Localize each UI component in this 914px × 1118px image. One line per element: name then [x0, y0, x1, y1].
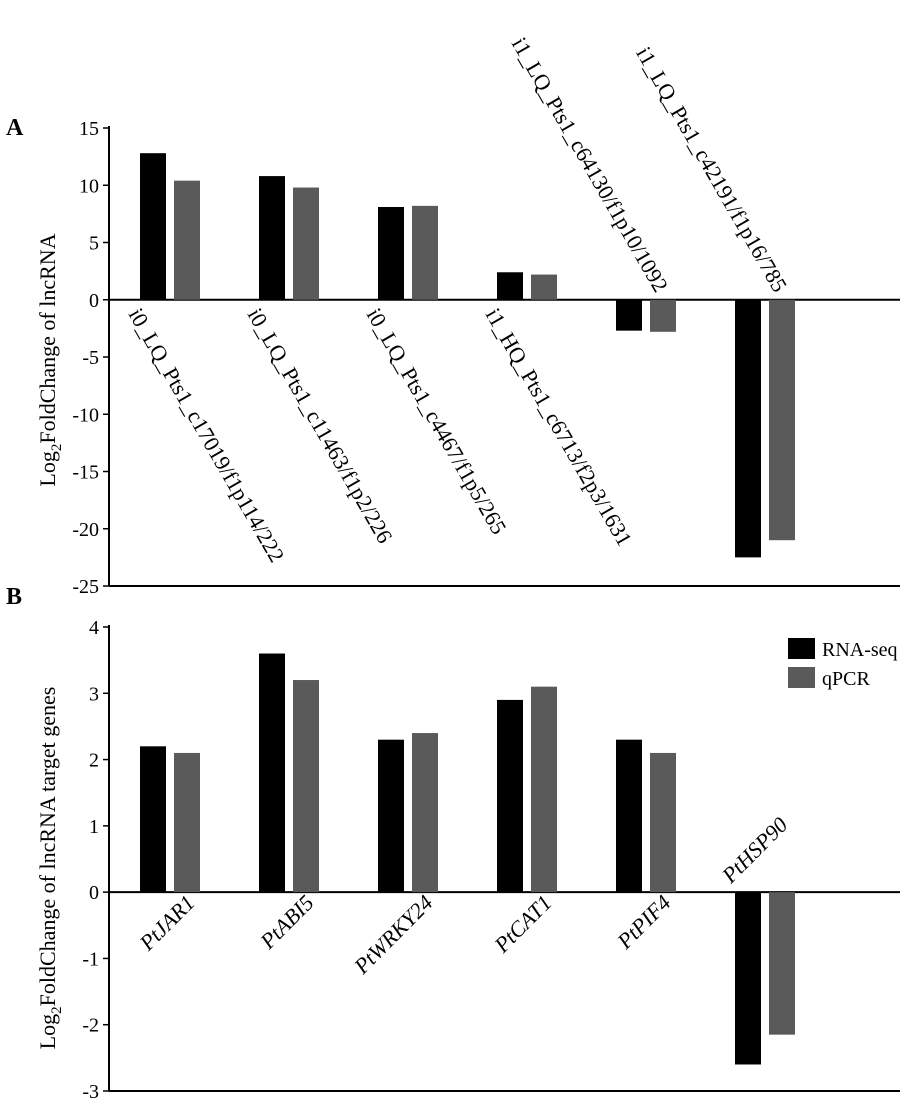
legend-label-qpcr: qPCR — [822, 668, 870, 690]
bar-rnaseq-b — [497, 699, 523, 893]
plot-area-b: 4 3 2 1 0 -1 -2 -3 PtJAR1 PtABI5 PtWRKY24 PtCAT1 PtP… — [82, 617, 900, 1103]
bar-rnaseq-a — [378, 207, 404, 300]
legend: RNA-seq qPCR — [788, 638, 898, 690]
y-tick-label-b: 2 — [89, 750, 99, 772]
category-label-b: PtWRKY24 — [348, 890, 437, 979]
bar-qpcr-a — [650, 299, 676, 332]
legend-swatch-rnaseq — [788, 638, 815, 659]
y-tick-label-b: -2 — [82, 1015, 99, 1037]
y-tick-label-a: 15 — [79, 118, 99, 140]
category-label-b: PtJAR1 — [134, 890, 200, 956]
y-tick-label-a: -20 — [72, 519, 99, 541]
bar-qpcr-b — [531, 686, 557, 893]
y-tick-label-a: -5 — [82, 347, 99, 369]
bar-rnaseq-a — [735, 299, 761, 558]
y-tick-label-b: 1 — [89, 816, 99, 838]
legend-label-rnaseq: RNA-seq — [822, 639, 898, 661]
category-label-a: i0_LQ_Pts1_c4467/f1p5/265 — [362, 304, 512, 539]
y-tick-label-a: -10 — [72, 404, 99, 426]
bar-qpcr-a — [531, 274, 557, 300]
panel-letter-b: B — [6, 584, 22, 610]
panel-letter-a: A — [6, 115, 24, 141]
bar-rnaseq-a — [140, 153, 166, 300]
y-tick-label-a: -15 — [72, 462, 99, 484]
bar-qpcr-b — [293, 680, 319, 893]
category-label-b: PtABI5 — [254, 890, 318, 954]
bar-qpcr-a — [174, 180, 200, 300]
bar-rnaseq-a — [616, 299, 642, 331]
bar-qpcr-b — [769, 892, 795, 1035]
y-axis-label-a-rest: FoldChange of lncRNA — [35, 233, 60, 443]
y-tick-label-a: 0 — [89, 290, 99, 312]
bar-qpcr-b — [412, 733, 438, 893]
category-label-b: PtCAT1 — [489, 890, 557, 958]
bar-rnaseq-b — [735, 892, 761, 1065]
chart-panel-b: B Log2FoldChange of lncRNA target genes … — [6, 584, 900, 1103]
bar-qpcr-a — [412, 205, 438, 300]
bar-rnaseq-b — [616, 739, 642, 893]
y-tick-label-a: -25 — [72, 576, 99, 598]
y-tick-label-b: -1 — [82, 948, 99, 970]
y-axis-label-a-sub: 2 — [49, 444, 65, 452]
y-tick-label-b: 4 — [89, 617, 99, 639]
bar-rnaseq-a — [259, 176, 285, 300]
bar-qpcr-a — [293, 187, 319, 300]
y-tick-label-b: 0 — [89, 882, 99, 904]
plot-area-a: 151050-5-10-15-20-25i0_LQ_Pts1_c17019/f1… — [72, 33, 900, 598]
y-axis-label-b-rest: FoldChange of lncRNA target genes — [35, 687, 60, 1007]
y-axis-label-a-main: Log — [35, 451, 60, 486]
bar-qpcr-b — [650, 752, 676, 893]
y-tick-label-b: -3 — [82, 1081, 99, 1103]
y-axis-label-b-main: Log — [35, 1014, 60, 1049]
legend-swatch-qpcr — [788, 667, 815, 688]
chart-panel-a: A Log2FoldChange of lncRNA 15 10 5 0 -5 -10 -1… — [6, 33, 900, 598]
y-tick-label-a: 5 — [89, 233, 99, 255]
y-axis-label-b: Log2FoldChange of lncRNA target genes — [35, 687, 65, 1050]
bar-qpcr-a — [769, 299, 795, 541]
bar-rnaseq-b — [259, 653, 285, 893]
bar-rnaseq-b — [378, 739, 404, 893]
y-axis-label-a: Log2FoldChange of lncRNA — [35, 233, 65, 486]
category-label-b: PtHSP90 — [716, 812, 792, 888]
bar-qpcr-b — [174, 752, 200, 893]
bar-rnaseq-b — [140, 746, 166, 893]
y-tick-label-a: 10 — [79, 175, 99, 197]
y-axis-label-b-sub: 2 — [49, 1006, 65, 1014]
category-label-b: PtPIF4 — [611, 890, 675, 954]
y-tick-label-b: 3 — [89, 683, 99, 705]
bar-rnaseq-a — [497, 272, 523, 300]
